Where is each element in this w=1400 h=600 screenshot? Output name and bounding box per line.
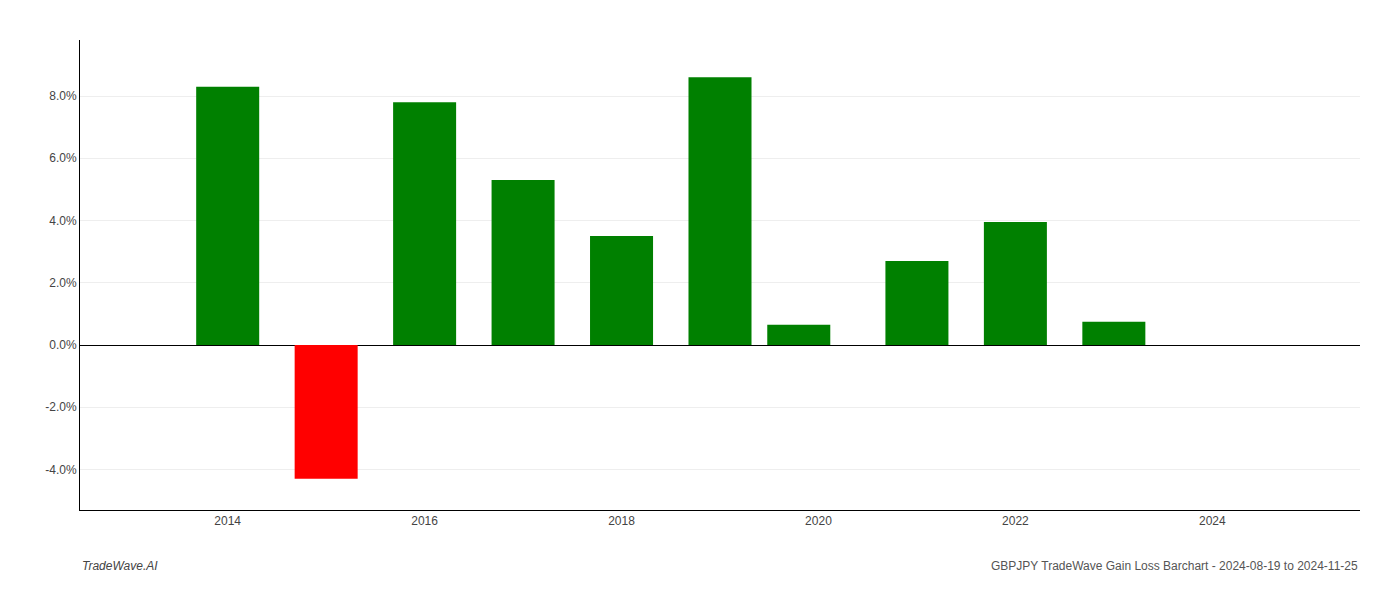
svg-text:GBPJPY TradeWave Gain Loss Bar: GBPJPY TradeWave Gain Loss Barchart - 20… <box>991 559 1358 573</box>
svg-text:2022: 2022 <box>1002 514 1029 528</box>
svg-text:2020: 2020 <box>805 514 832 528</box>
svg-text:0.0%: 0.0% <box>49 338 77 352</box>
svg-text:2016: 2016 <box>411 514 438 528</box>
svg-text:2.0%: 2.0% <box>49 276 77 290</box>
svg-text:4.0%: 4.0% <box>49 214 77 228</box>
svg-text:2014: 2014 <box>214 514 241 528</box>
svg-text:-4.0%: -4.0% <box>45 463 77 477</box>
svg-text:2024: 2024 <box>1199 514 1226 528</box>
svg-text:8.0%: 8.0% <box>49 89 77 103</box>
svg-text:TradeWave.AI: TradeWave.AI <box>82 559 158 573</box>
svg-text:-2.0%: -2.0% <box>45 400 77 414</box>
svg-text:6.0%: 6.0% <box>49 151 77 165</box>
svg-text:2018: 2018 <box>608 514 635 528</box>
